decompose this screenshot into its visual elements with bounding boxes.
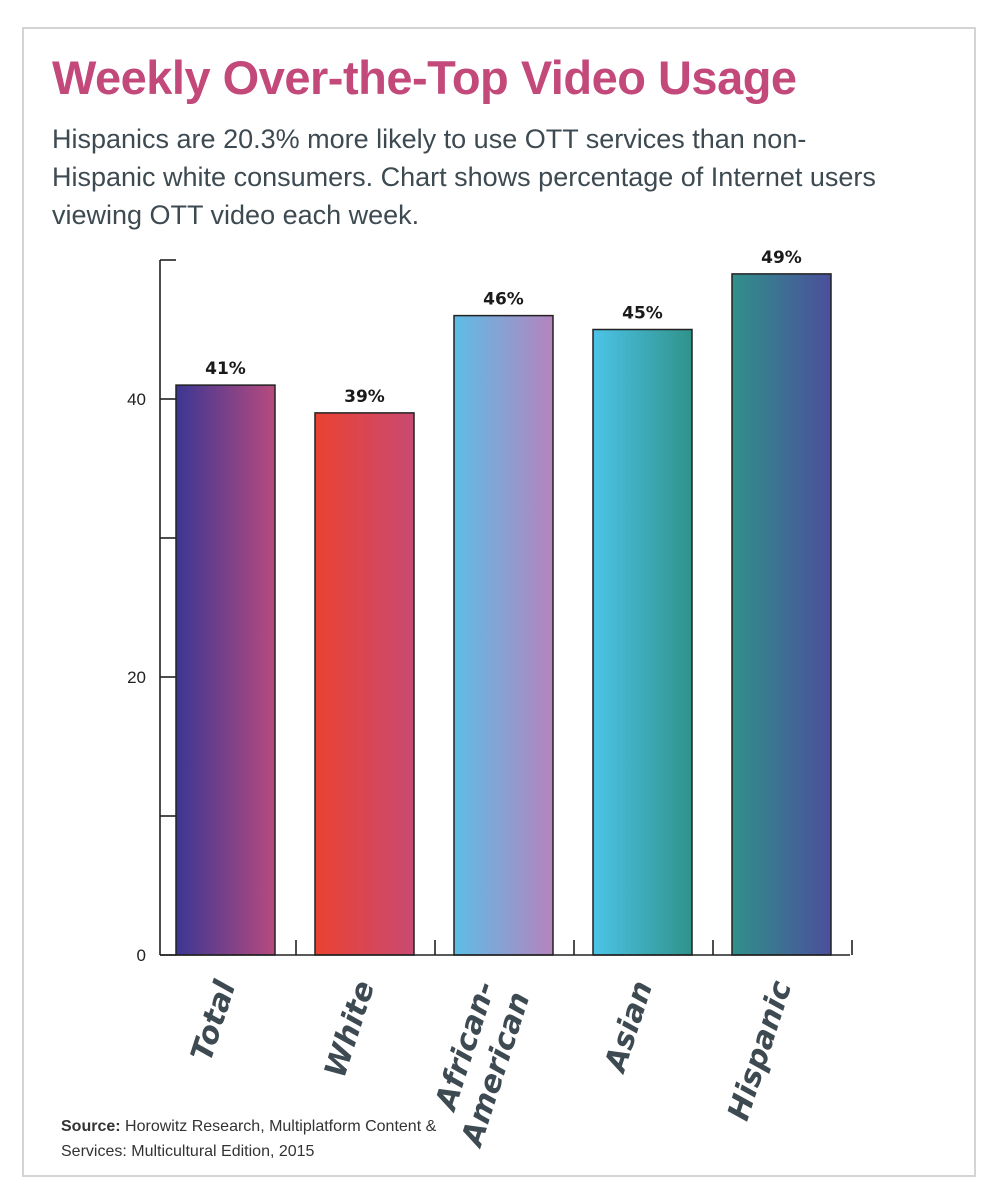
y-tick-label: 20	[127, 668, 146, 687]
bar-asian	[592, 328, 693, 956]
bar-african-american	[453, 314, 554, 956]
category-label: White	[318, 977, 382, 1082]
value-label: 45%	[622, 304, 663, 324]
value-label: 46%	[483, 290, 524, 310]
y-tick-label: 40	[127, 390, 146, 409]
category-label: Total	[184, 976, 243, 1066]
source-text: Horowitz Research, Multiplatform Content…	[61, 1118, 437, 1160]
bar-hispanic	[731, 273, 832, 956]
value-label: 39%	[344, 387, 385, 407]
chart-subtitle: Hispanics are 20.3% more likely to use O…	[52, 124, 876, 230]
value-label: 49%	[761, 248, 802, 268]
bar-total	[175, 384, 276, 956]
category-label: Hispanic	[721, 976, 799, 1124]
axes-layer	[159, 259, 853, 956]
bars-layer	[175, 273, 832, 956]
y-tick-label: 0	[137, 946, 146, 965]
source-note: Source: Horowitz Research, Multiplatform…	[61, 1114, 461, 1164]
source-label: Source:	[61, 1118, 121, 1135]
chart-title: Weekly Over-the-Top Video Usage	[52, 51, 797, 104]
value-label: 41%	[205, 359, 246, 379]
bar-white	[314, 412, 415, 956]
category-label: Asian	[597, 977, 660, 1078]
